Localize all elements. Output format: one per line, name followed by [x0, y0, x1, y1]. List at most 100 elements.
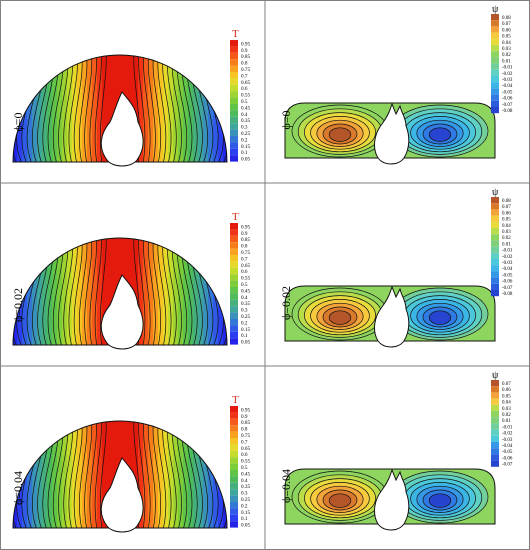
- enclosure-outline: [12, 420, 228, 529]
- legend-swatch: [491, 283, 499, 290]
- isotherm-line: [138, 55, 146, 162]
- legend-swatch: [491, 221, 499, 228]
- isotherm-line: [152, 238, 161, 345]
- legend-tick: -0.07: [502, 463, 513, 468]
- temperature-panel: [12, 54, 228, 167]
- legend-swatch: [230, 97, 238, 104]
- enclosure-outline: [12, 237, 228, 346]
- legend-tick: 0.65: [241, 446, 250, 452]
- legend-swatch: [491, 20, 499, 27]
- legend-tick: -0.04: [502, 267, 513, 272]
- legend-tick: -0.07: [502, 103, 513, 108]
- legend-swatch: [491, 454, 499, 461]
- legend-tick: -0.02: [502, 72, 513, 77]
- temperature-field: [13, 238, 227, 345]
- legend-swatch: [230, 148, 238, 156]
- row-phi-0.02: ϕ=0.02T0.950.90.850.80.750.70.650.60.550…: [11, 187, 513, 350]
- legend-swatch: [491, 32, 499, 39]
- legend-tick: 0.07: [502, 22, 511, 27]
- isotherm-line: [99, 421, 107, 528]
- phi-label: ϕ=0.02: [279, 286, 293, 320]
- legend-tick: 0.9: [241, 48, 248, 54]
- legend-swatch: [491, 51, 499, 58]
- legend-tick: -0.06: [502, 97, 513, 102]
- legend-tick: 0.35: [241, 118, 250, 124]
- legend-tick: 0.15: [241, 144, 250, 150]
- legend-swatch: [491, 290, 499, 297]
- legend-swatch: [491, 45, 499, 52]
- legend-swatch: [491, 209, 499, 216]
- streamfunction-panel: [284, 468, 496, 531]
- legend-tick: -0.04: [502, 84, 513, 89]
- streamfunction-legend: ψ0.080.070.060.050.040.030.020.01-0.01-0…: [491, 187, 513, 297]
- legend-tick: -0.02: [502, 432, 513, 437]
- legend-swatch: [491, 63, 499, 70]
- legend-tick: 0.02: [502, 53, 511, 58]
- legend-swatch: [491, 69, 499, 76]
- legend-swatch: [491, 76, 499, 83]
- legend-swatch: [230, 46, 238, 53]
- legend-tick: 0.01: [502, 419, 511, 424]
- streamfunction-field: [285, 286, 495, 341]
- legend-swatch: [230, 65, 238, 72]
- legend-tick: 0.01: [502, 59, 511, 64]
- legend-tick: 0.08: [502, 199, 511, 204]
- isotherm-line: [79, 55, 88, 162]
- isotherm-line: [79, 238, 88, 345]
- phi-label: ϕ=0.04: [11, 471, 25, 505]
- enclosure-outline: [284, 468, 496, 525]
- phi-label: ϕ=0.02: [11, 288, 25, 322]
- legend-tick: 0.8: [241, 244, 248, 250]
- legend-tick: 0.55: [241, 276, 250, 282]
- isotherm-line: [84, 238, 93, 345]
- isotherm-line: [138, 238, 146, 345]
- streamfunction-legend: ψ0.070.060.050.040.030.020.01-0.01-0.02-…: [491, 370, 513, 468]
- isotherm-line: [94, 421, 102, 528]
- legend-tick: 0.45: [241, 105, 250, 111]
- legend-swatch: [230, 52, 238, 60]
- legend-swatch: [230, 438, 238, 445]
- legend-tick: 0.06: [502, 388, 511, 393]
- legend-swatch: [491, 94, 499, 101]
- temperature-panel: [12, 420, 228, 533]
- streamfunction-panel: [284, 102, 496, 165]
- legend-swatch: [491, 442, 499, 449]
- legend-tick: 0.95: [241, 407, 250, 413]
- isotherm-line: [147, 238, 156, 345]
- legend-swatch: [230, 242, 238, 249]
- isotherm-line: [89, 421, 97, 528]
- streamfunction-field: [285, 103, 495, 158]
- legend-swatch: [491, 215, 499, 222]
- isotherm-line: [89, 55, 97, 162]
- isotherm-line: [84, 421, 93, 528]
- legend-swatch: [491, 429, 499, 436]
- legend-tick: 0.9: [241, 231, 248, 237]
- temperature-legend: T0.950.90.850.80.750.70.650.60.550.50.45…: [230, 211, 250, 346]
- legend-swatch: [230, 72, 238, 79]
- legend-tick: 0.85: [241, 420, 250, 426]
- legend-tick: 0.75: [241, 67, 250, 73]
- temperature-legend-title: T: [232, 394, 239, 406]
- legend-tick: -0.03: [502, 438, 513, 443]
- legend-tick: 0.03: [502, 47, 511, 52]
- legend-swatch: [230, 412, 238, 419]
- legend-swatch: [491, 240, 499, 247]
- legend-tick: 0.25: [241, 497, 250, 503]
- streamfunction-legend-title: ψ: [492, 370, 499, 381]
- legend-tick: -0.01: [502, 66, 513, 71]
- legend-tick: 0.6: [241, 452, 248, 458]
- legend-swatch: [491, 398, 499, 405]
- legend-swatch: [230, 91, 238, 98]
- legend-tick: 0.25: [241, 131, 250, 137]
- legend-tick: 0.45: [241, 288, 250, 294]
- legend-tick: -0.03: [502, 78, 513, 83]
- legend-tick: 0.05: [502, 394, 511, 399]
- streamline: [328, 127, 352, 142]
- legend-swatch: [491, 107, 499, 114]
- legend-swatch: [230, 319, 238, 326]
- legend-swatch: [230, 450, 238, 458]
- legend-tick: 0.07: [502, 205, 511, 210]
- legend-tick: 0.35: [241, 484, 250, 490]
- legend-swatch: [230, 59, 238, 66]
- legend-tick: 0.04: [502, 224, 511, 229]
